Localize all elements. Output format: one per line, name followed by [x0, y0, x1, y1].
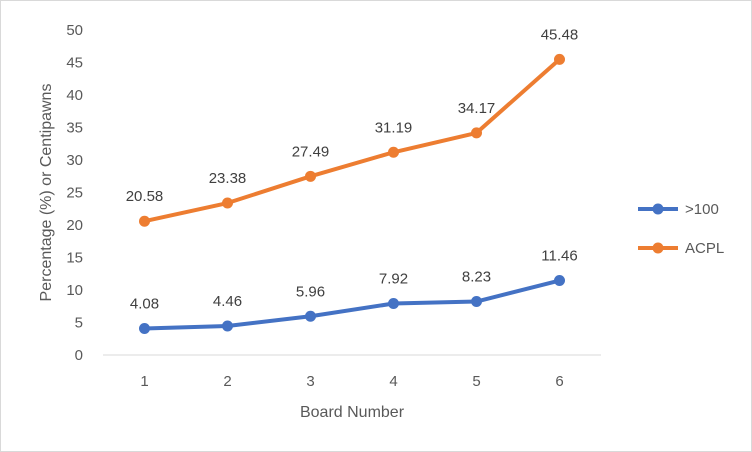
legend-label: >100 [685, 201, 719, 218]
data-label: 20.58 [126, 188, 164, 205]
data-labels: 4.08 4.46 5.96 7.92 8.23 11.46 20.58 23.38 27.49… [126, 26, 579, 312]
data-point [139, 215, 150, 227]
y-tick-label: 15 [66, 250, 83, 267]
data-label: 45.48 [541, 26, 579, 43]
legend-swatch-marker [652, 203, 664, 215]
x-tick-label: 2 [223, 373, 231, 390]
x-tick-label: 5 [472, 373, 480, 390]
data-point [305, 170, 316, 182]
data-label: 4.08 [130, 295, 159, 312]
series-line [142, 57, 562, 224]
data-label: 8.23 [462, 269, 491, 286]
series-layer [139, 53, 565, 334]
y-tick-label: 45 [66, 55, 83, 72]
y-tick-label: 20 [66, 217, 83, 234]
data-point [139, 322, 150, 334]
data-point [388, 298, 399, 310]
data-point [471, 296, 482, 308]
y-tick-label: 35 [66, 120, 83, 137]
x-tick-label: 1 [140, 373, 148, 390]
x-axis-title: Board Number [300, 404, 405, 421]
data-point [554, 275, 565, 287]
data-point [222, 197, 233, 209]
data-label: 31.19 [375, 119, 413, 136]
y-axis-title: Percentage (%) or Centipawns [38, 84, 55, 302]
data-label: 23.38 [209, 170, 247, 187]
data-label: 4.46 [213, 293, 242, 310]
data-label: 11.46 [541, 248, 577, 265]
data-point [388, 146, 399, 158]
data-label: 27.49 [292, 143, 330, 160]
y-axis-ticks: 0 5 10 15 20 25 30 35 40 45 50 [66, 22, 83, 364]
data-point [471, 127, 482, 139]
x-axis-ticks: 1 2 3 4 5 6 [140, 373, 563, 390]
y-tick-label: 25 [66, 185, 83, 202]
legend-swatch-marker [652, 242, 664, 254]
y-tick-label: 50 [66, 22, 83, 39]
y-tick-label: 0 [75, 347, 83, 364]
x-tick-label: 3 [306, 373, 314, 390]
y-tick-label: 10 [66, 282, 83, 299]
data-label: 7.92 [379, 271, 408, 288]
x-tick-label: 6 [555, 373, 563, 390]
data-label: 5.96 [296, 283, 325, 300]
data-label: 34.17 [458, 100, 496, 117]
legend-label: ACPL [685, 240, 724, 257]
legend: >100 ACPL [638, 201, 724, 257]
y-tick-label: 5 [75, 315, 83, 332]
data-point [305, 310, 316, 322]
y-tick-label: 40 [66, 87, 83, 104]
y-tick-label: 30 [66, 152, 83, 169]
x-tick-label: 4 [389, 373, 397, 390]
data-point [222, 320, 233, 332]
data-point [554, 53, 565, 65]
series-line [142, 278, 562, 331]
